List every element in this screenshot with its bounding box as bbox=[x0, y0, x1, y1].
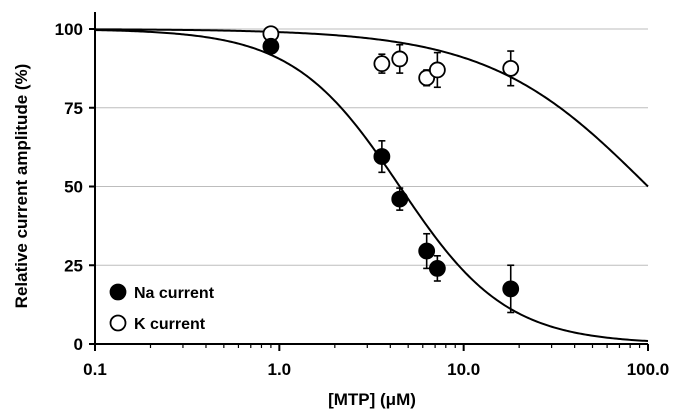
y-tick-label-0: 0 bbox=[74, 335, 83, 354]
tick-labels: 0 25 50 75 100 0.1 1.0 10.0 100.0 bbox=[55, 20, 670, 379]
y-axis-title: Relative current amplitude (%) bbox=[12, 64, 31, 309]
fit-curve-0 bbox=[94, 29, 649, 343]
y-tick-label-1: 25 bbox=[64, 256, 83, 275]
x-tick-label-1: 1.0 bbox=[268, 360, 292, 379]
na-point bbox=[502, 280, 520, 298]
x-tick-label-0: 0.1 bbox=[83, 360, 107, 379]
x-tick-label-2: 10.0 bbox=[447, 360, 480, 379]
y-tick-label-3: 75 bbox=[64, 99, 83, 118]
legend: Na current K current bbox=[109, 283, 215, 333]
x-tick-label-3: 100.0 bbox=[627, 360, 670, 379]
na-point bbox=[262, 37, 280, 55]
na-point bbox=[373, 148, 391, 165]
legend-marker-1 bbox=[109, 314, 127, 332]
na-point bbox=[391, 190, 409, 208]
k-point bbox=[373, 55, 391, 73]
fit-curves bbox=[94, 28, 649, 343]
na-point bbox=[428, 259, 446, 277]
legend-label-1: K current bbox=[134, 316, 206, 333]
k-point bbox=[502, 59, 520, 77]
y-tick-label-4: 100 bbox=[55, 20, 83, 39]
k-point bbox=[391, 50, 409, 68]
y-tick-label-2: 50 bbox=[64, 178, 83, 197]
na-point bbox=[418, 242, 436, 260]
legend-marker-0 bbox=[109, 283, 127, 301]
axes bbox=[89, 12, 649, 351]
x-axis-title: [MTP] (μM) bbox=[328, 390, 416, 409]
data-points bbox=[262, 25, 520, 314]
k-point bbox=[428, 61, 446, 79]
legend-label-0: Na current bbox=[134, 285, 215, 302]
fit-curve-1 bbox=[94, 28, 649, 188]
